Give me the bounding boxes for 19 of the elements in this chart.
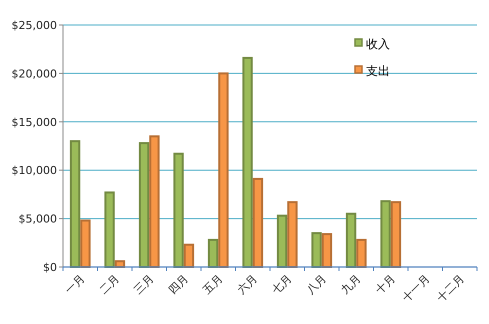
x-tick-label: 一月	[62, 272, 88, 297]
x-tick-label: 六月	[235, 272, 260, 297]
y-tick-label: $15,000	[12, 116, 57, 129]
x-tick-label: 四月	[166, 272, 191, 297]
y-tick-label: $20,000	[12, 67, 57, 80]
x-tick-label: 二月	[97, 272, 122, 297]
y-tick-label: $0	[43, 261, 57, 274]
y-tick-label: $10,000	[12, 164, 57, 178]
x-tick-label: 五月	[200, 272, 226, 297]
x-tick-label: 三月	[132, 272, 156, 297]
y-tick-label: $5,000	[18, 212, 57, 226]
x-tick-label: 七月	[270, 272, 294, 297]
y-tick-label: $25,000	[12, 19, 57, 32]
x-tick-label: 十二月	[434, 272, 467, 304]
x-tick-label: 十一月	[400, 272, 432, 304]
x-tick-label: 八月	[304, 272, 329, 297]
x-tick-label: 九月	[338, 272, 364, 297]
legend-label: 收入	[366, 37, 390, 51]
x-tick-label: 十月	[373, 272, 398, 297]
